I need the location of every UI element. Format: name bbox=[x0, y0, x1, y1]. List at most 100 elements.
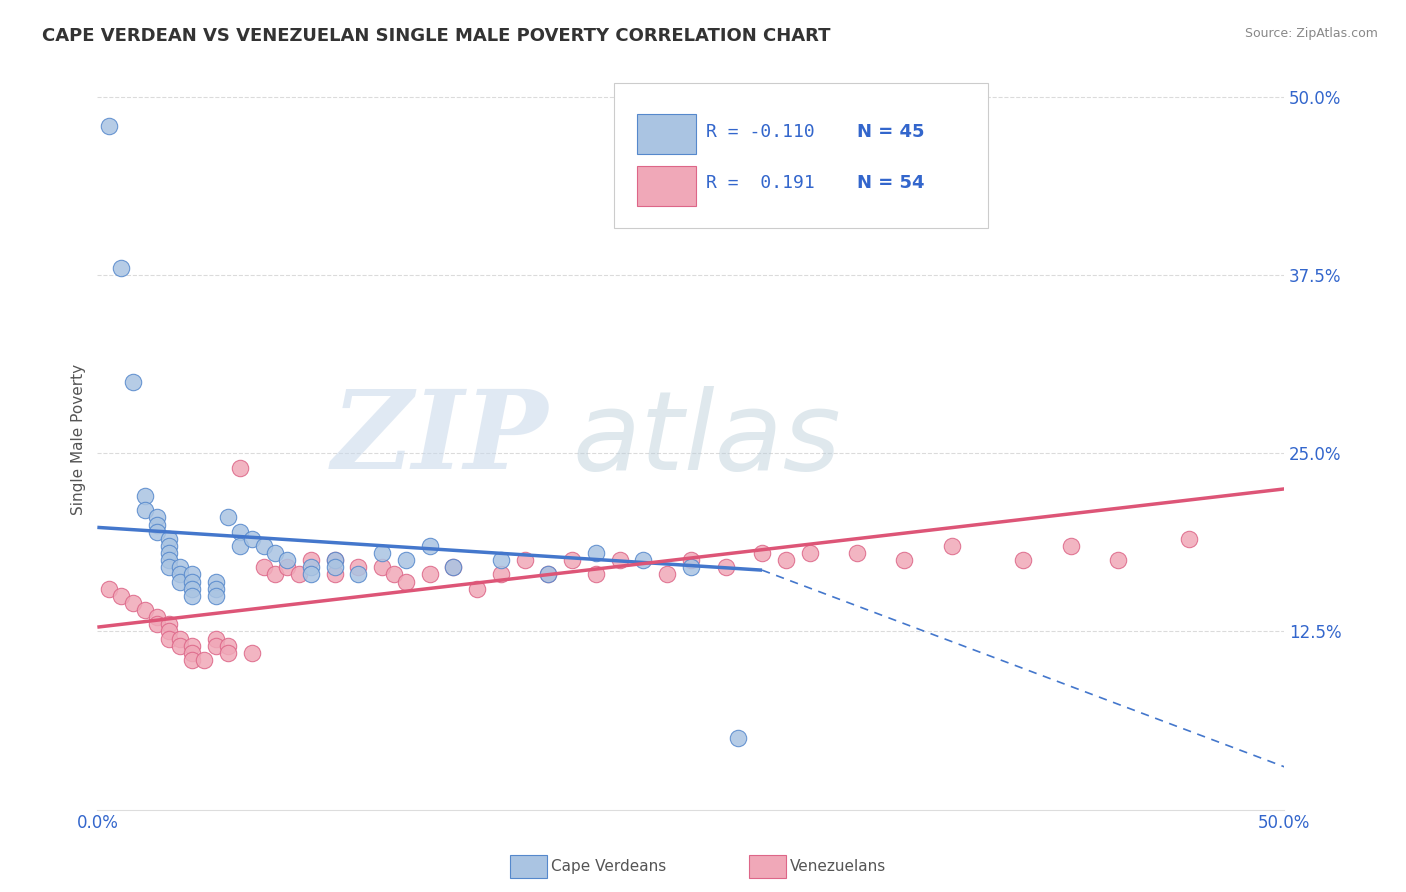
Point bbox=[240, 532, 263, 546]
Point bbox=[655, 567, 678, 582]
Text: N = 54: N = 54 bbox=[858, 174, 925, 193]
Point bbox=[751, 546, 773, 560]
Point bbox=[799, 546, 821, 560]
Point bbox=[513, 553, 536, 567]
Point bbox=[716, 560, 738, 574]
Point bbox=[727, 731, 749, 746]
Point bbox=[443, 560, 465, 574]
Point bbox=[157, 560, 180, 574]
Point bbox=[609, 553, 631, 567]
Point bbox=[145, 517, 167, 532]
Point bbox=[288, 567, 311, 582]
Point bbox=[169, 567, 191, 582]
Point bbox=[419, 567, 441, 582]
Point bbox=[299, 560, 322, 574]
Point bbox=[1059, 539, 1081, 553]
Point bbox=[585, 567, 607, 582]
Point bbox=[395, 574, 418, 589]
Point bbox=[941, 539, 963, 553]
Point bbox=[1012, 553, 1035, 567]
Point bbox=[98, 582, 121, 596]
Point bbox=[846, 546, 869, 560]
Point bbox=[347, 567, 370, 582]
Text: R =  0.191: R = 0.191 bbox=[706, 174, 815, 193]
Text: R = -0.110: R = -0.110 bbox=[706, 122, 815, 141]
Point bbox=[323, 560, 346, 574]
Point bbox=[157, 632, 180, 646]
Point bbox=[205, 632, 228, 646]
Point bbox=[217, 510, 239, 524]
Point bbox=[145, 524, 167, 539]
Y-axis label: Single Male Poverty: Single Male Poverty bbox=[72, 363, 86, 515]
Text: Venezuelans: Venezuelans bbox=[790, 859, 886, 873]
Point bbox=[276, 560, 298, 574]
Point bbox=[134, 603, 156, 617]
Text: N = 45: N = 45 bbox=[858, 122, 925, 141]
Point bbox=[157, 532, 180, 546]
Point bbox=[145, 510, 167, 524]
Point bbox=[181, 653, 204, 667]
Point bbox=[347, 560, 370, 574]
Point bbox=[98, 119, 121, 133]
Point bbox=[181, 639, 204, 653]
Point bbox=[110, 260, 132, 275]
Point bbox=[157, 546, 180, 560]
Point bbox=[585, 546, 607, 560]
Point bbox=[205, 582, 228, 596]
Point bbox=[217, 646, 239, 660]
Point bbox=[323, 553, 346, 567]
Point bbox=[181, 582, 204, 596]
Point bbox=[537, 567, 560, 582]
Point bbox=[679, 553, 702, 567]
Point bbox=[252, 539, 274, 553]
Point bbox=[122, 375, 145, 389]
Point bbox=[169, 574, 191, 589]
Point bbox=[145, 610, 167, 624]
Point bbox=[323, 553, 346, 567]
Point bbox=[252, 560, 274, 574]
Point bbox=[157, 539, 180, 553]
FancyBboxPatch shape bbox=[637, 113, 696, 153]
Point bbox=[205, 574, 228, 589]
Point bbox=[443, 560, 465, 574]
Point bbox=[299, 567, 322, 582]
Point bbox=[465, 582, 488, 596]
Point bbox=[419, 539, 441, 553]
Point bbox=[371, 560, 394, 574]
Point bbox=[134, 503, 156, 517]
Point bbox=[157, 624, 180, 639]
Point bbox=[299, 553, 322, 567]
Text: CAPE VERDEAN VS VENEZUELAN SINGLE MALE POVERTY CORRELATION CHART: CAPE VERDEAN VS VENEZUELAN SINGLE MALE P… bbox=[42, 27, 831, 45]
Point bbox=[181, 567, 204, 582]
FancyBboxPatch shape bbox=[637, 166, 696, 206]
Text: Source: ZipAtlas.com: Source: ZipAtlas.com bbox=[1244, 27, 1378, 40]
Point bbox=[205, 589, 228, 603]
Point bbox=[264, 567, 287, 582]
Point bbox=[229, 460, 252, 475]
Point bbox=[395, 553, 418, 567]
Point bbox=[169, 560, 191, 574]
Point bbox=[169, 632, 191, 646]
Point bbox=[489, 553, 512, 567]
Point bbox=[181, 574, 204, 589]
FancyBboxPatch shape bbox=[613, 83, 987, 227]
Text: atlas: atlas bbox=[572, 385, 841, 492]
Point bbox=[633, 553, 655, 567]
Point bbox=[240, 646, 263, 660]
Point bbox=[382, 567, 405, 582]
Point bbox=[110, 589, 132, 603]
Point bbox=[561, 553, 583, 567]
Point bbox=[775, 553, 797, 567]
Point bbox=[157, 617, 180, 632]
Point bbox=[134, 489, 156, 503]
Point bbox=[893, 553, 915, 567]
Point bbox=[181, 646, 204, 660]
Point bbox=[181, 589, 204, 603]
Point bbox=[122, 596, 145, 610]
Point bbox=[145, 617, 167, 632]
Point bbox=[537, 567, 560, 582]
Text: ZIP: ZIP bbox=[332, 385, 548, 492]
Point bbox=[229, 539, 252, 553]
Point bbox=[1178, 532, 1201, 546]
Text: Cape Verdeans: Cape Verdeans bbox=[551, 859, 666, 873]
